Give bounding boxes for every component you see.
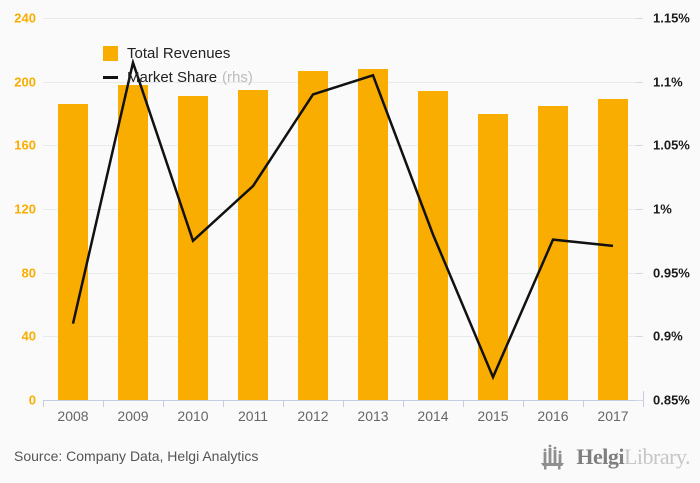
y-axis-right-tick: [636, 145, 643, 147]
x-axis-line: [43, 400, 644, 401]
x-axis-tick: [103, 401, 104, 407]
y-axis-left-tick-label: 240: [14, 10, 36, 26]
y-axis-right-tick: [636, 209, 643, 210]
bar-2012: [298, 70, 328, 400]
y-axis-right-tick-label: 0.85%: [653, 392, 690, 408]
x-axis-label-2011: 2011: [237, 408, 269, 424]
legend: Total Revenues Market Share (rhs): [103, 41, 253, 89]
legend-line-swatch-market-share: [103, 75, 118, 79]
x-axis-label-2016: 2016: [537, 408, 569, 424]
x-axis-tick: [463, 401, 464, 407]
y-axis-left-tick-label: 160: [14, 137, 36, 153]
y-axis-right-tick: [636, 400, 643, 401]
legend-suffix-rhs: (rhs): [222, 68, 253, 86]
x-axis-tick: [643, 401, 644, 407]
legend-item-total-revenues: Total Revenues: [103, 41, 253, 65]
helgi-library-logo: Helgi Library.: [538, 443, 691, 471]
y-axis-right-tick-label: 1.1%: [653, 74, 683, 90]
line-series-market-share: [71, 58, 614, 381]
x-axis-label-2009: 2009: [117, 408, 149, 424]
y-axis-left-tick-label: 120: [14, 201, 36, 217]
x-axis-tick: [523, 401, 524, 407]
y-axis-left-tick-label: 80: [21, 265, 36, 281]
gridline: [43, 145, 643, 147]
bar-2011: [238, 89, 268, 400]
x-axis-label-2015: 2015: [477, 408, 509, 424]
logo-text-light: Library.: [623, 444, 691, 469]
x-axis-tick: [223, 401, 224, 407]
legend-label: Total Revenues: [127, 44, 231, 62]
source-caption: Source: Company Data, Helgi Analytics: [14, 448, 259, 464]
y-axis-right-tick-label: 1.05%: [653, 137, 690, 153]
logo-text-bold: Helgi: [576, 444, 624, 469]
legend-swatch-total-revenues: [103, 45, 118, 61]
bar-2017: [598, 99, 628, 400]
y-axis-right-tick: [636, 272, 643, 274]
gridline: [43, 209, 643, 210]
x-axis-tick: [403, 401, 404, 407]
x-axis-label-2013: 2013: [357, 408, 389, 424]
y-axis-left-tick-label: 40: [21, 328, 36, 344]
gridline: [43, 336, 643, 338]
y-axis-right-tick-label: 1%: [653, 201, 672, 217]
x-axis-tick: [163, 401, 164, 407]
bar-2009: [118, 84, 148, 400]
x-axis-label-2014: 2014: [417, 408, 449, 424]
legend-item-market-share: Market Share (rhs): [103, 65, 253, 89]
y-axis-right-tick: [636, 81, 643, 83]
gridline: [43, 18, 643, 19]
x-axis-label-2012: 2012: [297, 408, 329, 424]
x-axis-label-2008: 2008: [57, 408, 89, 424]
plot-area: Total Revenues Market Share (rhs): [43, 18, 643, 400]
right-axis-corner-tick: [643, 391, 644, 401]
legend-label: Market Share: [127, 68, 218, 86]
y-axis-left-tick-label: 0: [28, 392, 36, 408]
y-axis-right-tick-label: 0.95%: [653, 265, 690, 281]
y-axis-right-tick: [636, 18, 643, 19]
gridline: [43, 81, 643, 83]
bar-2010: [178, 96, 208, 400]
y-axis-right-tick: [636, 336, 643, 338]
gridline: [43, 272, 643, 274]
bar-2016: [538, 105, 568, 400]
x-axis-tick: [343, 401, 344, 407]
x-axis-label-2017: 2017: [597, 408, 629, 424]
helgi-logo-icon: [541, 444, 565, 470]
x-axis-tick: [283, 401, 284, 407]
bar-2014: [418, 91, 448, 400]
y-axis-right-tick-label: 1.15%: [653, 10, 690, 26]
x-axis-tick: [43, 401, 44, 407]
bar-2008: [58, 103, 88, 400]
x-axis-tick: [583, 401, 584, 407]
bar-2013: [358, 68, 388, 400]
y-axis-left-tick-label: 200: [14, 74, 36, 90]
x-axis-label-2010: 2010: [177, 408, 209, 424]
y-axis-right-tick-label: 0.9%: [653, 328, 683, 344]
